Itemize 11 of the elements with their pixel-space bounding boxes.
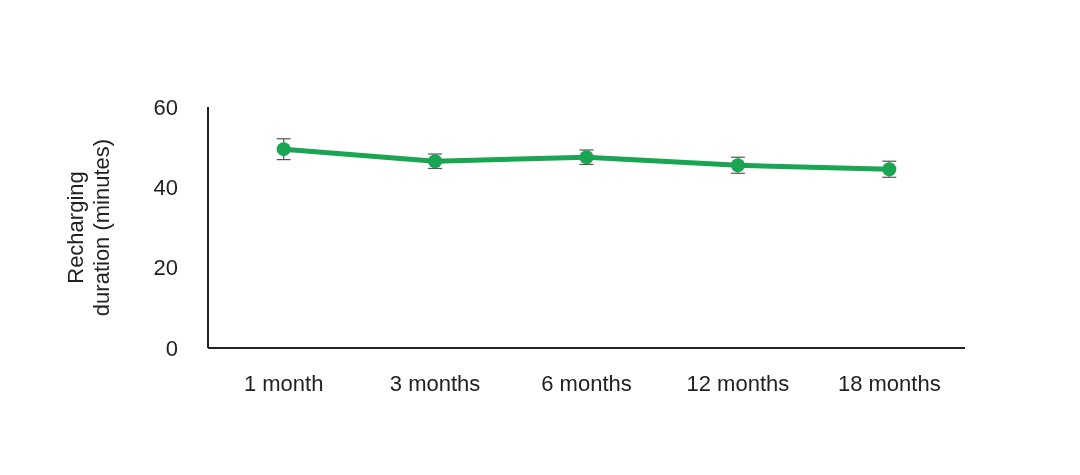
y-tick-label: 40	[153, 175, 178, 201]
y-tick-label: 0	[165, 335, 178, 361]
y-tick-label: 60	[153, 94, 178, 120]
y-tick-label: 20	[153, 255, 178, 281]
x-tick-label: 18 months	[837, 371, 941, 396]
x-tick-label: 12 months	[686, 371, 790, 396]
x-tick-label: 6 months	[541, 371, 632, 396]
y-axis-title: Recharging duration (minutes)	[62, 138, 115, 317]
point	[276, 142, 291, 157]
x-tick-label: 1 month	[243, 371, 324, 396]
x-tick-label: 3 months	[389, 371, 481, 396]
